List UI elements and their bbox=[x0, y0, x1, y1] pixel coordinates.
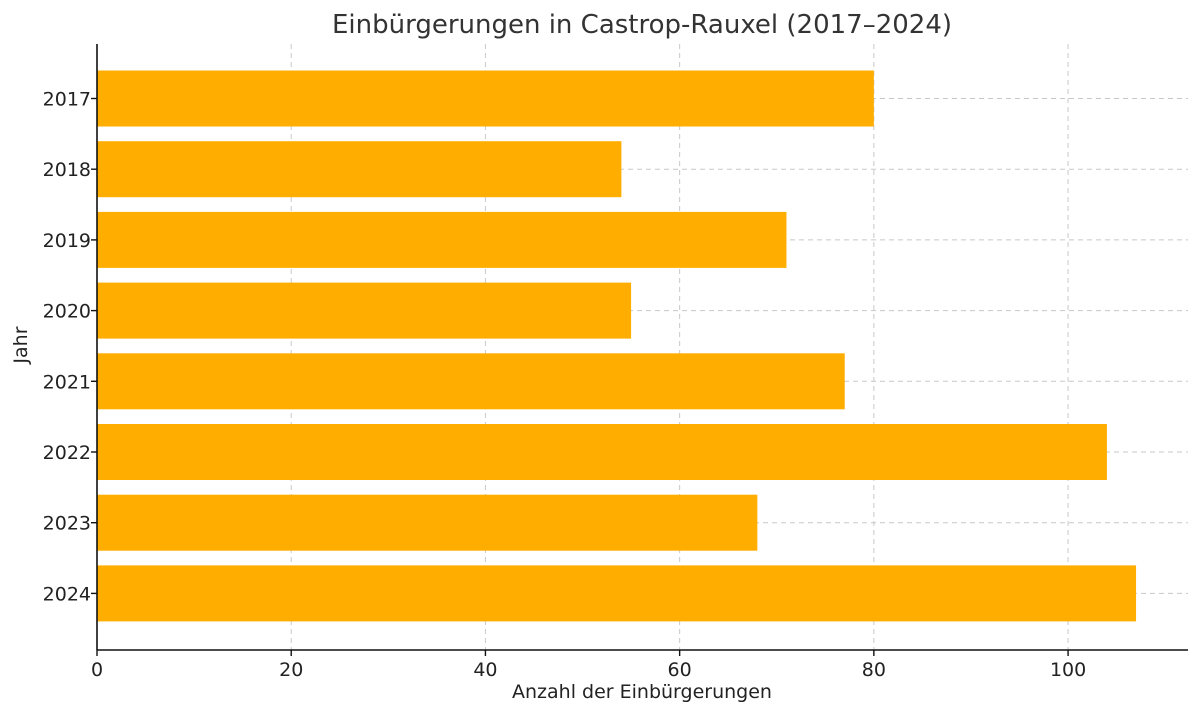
bar-2020 bbox=[97, 282, 632, 339]
x-tick-label: 80 bbox=[862, 659, 886, 681]
y-tick-label: 2023 bbox=[43, 513, 91, 535]
x-axis-label: Anzahl der Einbürgerungen bbox=[512, 681, 772, 703]
x-tick-label: 0 bbox=[91, 659, 103, 681]
y-tick-label: 2020 bbox=[43, 301, 91, 323]
bars-layer bbox=[97, 70, 1137, 622]
bar-2018 bbox=[97, 141, 622, 198]
bar-2019 bbox=[97, 211, 787, 268]
bar-2022 bbox=[97, 424, 1107, 480]
chart-title: Einbürgerungen in Castrop-Rauxel (2017–2… bbox=[332, 10, 952, 40]
y-tick-label: 2019 bbox=[43, 230, 91, 252]
y-tick-label: 2018 bbox=[43, 159, 91, 181]
axes-layer bbox=[96, 44, 1188, 651]
y-axis-label: Jahr bbox=[10, 326, 32, 364]
y-tick-label: 2022 bbox=[43, 442, 91, 464]
bar-2017 bbox=[97, 70, 874, 127]
y-tick-label: 2017 bbox=[43, 89, 91, 111]
grid-layer bbox=[96, 44, 1188, 650]
bar-2024 bbox=[97, 565, 1137, 622]
ticks-layer: 0 20 40 60 80 100 2017 2018 2019 2020 2021 2022 2023… bbox=[43, 89, 1087, 682]
y-tick-label: 2024 bbox=[43, 583, 91, 605]
bar-2023 bbox=[97, 494, 758, 551]
x-tick-label: 60 bbox=[668, 659, 692, 681]
x-tick-label: 100 bbox=[1050, 659, 1086, 681]
x-tick-label: 40 bbox=[473, 659, 497, 681]
x-tick-label: 20 bbox=[279, 659, 303, 681]
y-tick-label: 2021 bbox=[43, 371, 91, 393]
bar-2021 bbox=[97, 353, 845, 410]
